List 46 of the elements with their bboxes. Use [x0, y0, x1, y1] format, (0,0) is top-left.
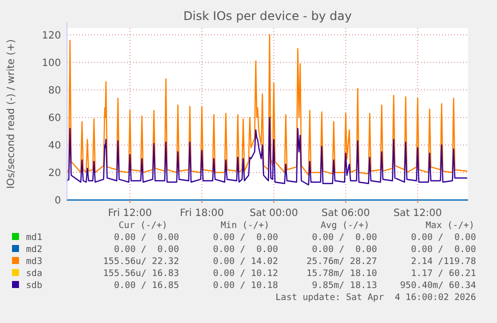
text: 0.00 / 0.00	[410, 233, 476, 243]
text: 155.56u/ 16.83	[103, 269, 179, 279]
text: 15.78m/ 18.10	[306, 269, 377, 279]
text: 0.00 / 10.18	[212, 281, 278, 291]
legend-label: md2	[26, 245, 42, 255]
text: Cur (-/+)	[118, 221, 168, 231]
text: 0.00 / 0.00	[114, 233, 179, 243]
legend-label: md1	[26, 233, 42, 243]
x-tick-label: Sat 12:00	[393, 208, 442, 219]
text: 0.00 / 10.12	[212, 269, 278, 279]
text: 950.40m/ 60.34	[400, 281, 476, 291]
text: 0.00 / 0.00	[312, 245, 377, 255]
x-tick-label: Fri 18:00	[180, 208, 224, 219]
text: 9.85m/ 18.13	[312, 281, 377, 291]
x-tick-label: Sat 06:00	[322, 208, 370, 219]
y-axis-title: IOs/second read (-) / write (+)	[6, 39, 17, 189]
x-tick-label: Fri 12:00	[108, 208, 152, 219]
legend-label: sda	[26, 269, 42, 279]
text: 2.14 /119.78	[410, 257, 476, 267]
text: 25.76m/ 28.27	[306, 257, 377, 267]
text: 0.00 / 16.85	[114, 281, 179, 291]
text: Last update: Sat Apr 4 16:00:02 2026	[276, 293, 476, 303]
x-tick-label: Sat 00:00	[250, 208, 298, 219]
text: 155.56u/ 22.32	[103, 257, 179, 267]
text: Min (-/+)	[220, 221, 270, 231]
text: 0.00 / 0.00	[212, 233, 278, 243]
y-tick-label: 80	[48, 85, 61, 96]
text: 0.00 / 0.00	[312, 233, 377, 243]
line-series	[66, 34, 468, 176]
y-tick-label: 40	[48, 140, 61, 152]
legend-label: md3	[26, 257, 42, 267]
text: 0.00 / 0.00	[212, 245, 278, 255]
text: 1.17 / 60.21	[410, 269, 476, 279]
text: Avg (-/+)	[320, 221, 370, 231]
text: Max (-/+)	[426, 221, 474, 231]
text: 0.00 / 0.00	[410, 245, 476, 255]
y-tick-label: 120	[42, 30, 61, 42]
chart-title: Disk IOs per device - by day	[183, 9, 352, 23]
y-tick-label: 0	[54, 196, 61, 206]
text: 0.00 / 0.00	[114, 245, 179, 255]
text: 0.00 / 14.02	[212, 257, 278, 267]
y-tick-label: 100	[42, 58, 61, 69]
legend-label: sdb	[26, 281, 42, 291]
y-tick-label: 60	[48, 112, 61, 124]
line-series	[66, 116, 468, 186]
y-tick-label: 20	[48, 168, 61, 179]
